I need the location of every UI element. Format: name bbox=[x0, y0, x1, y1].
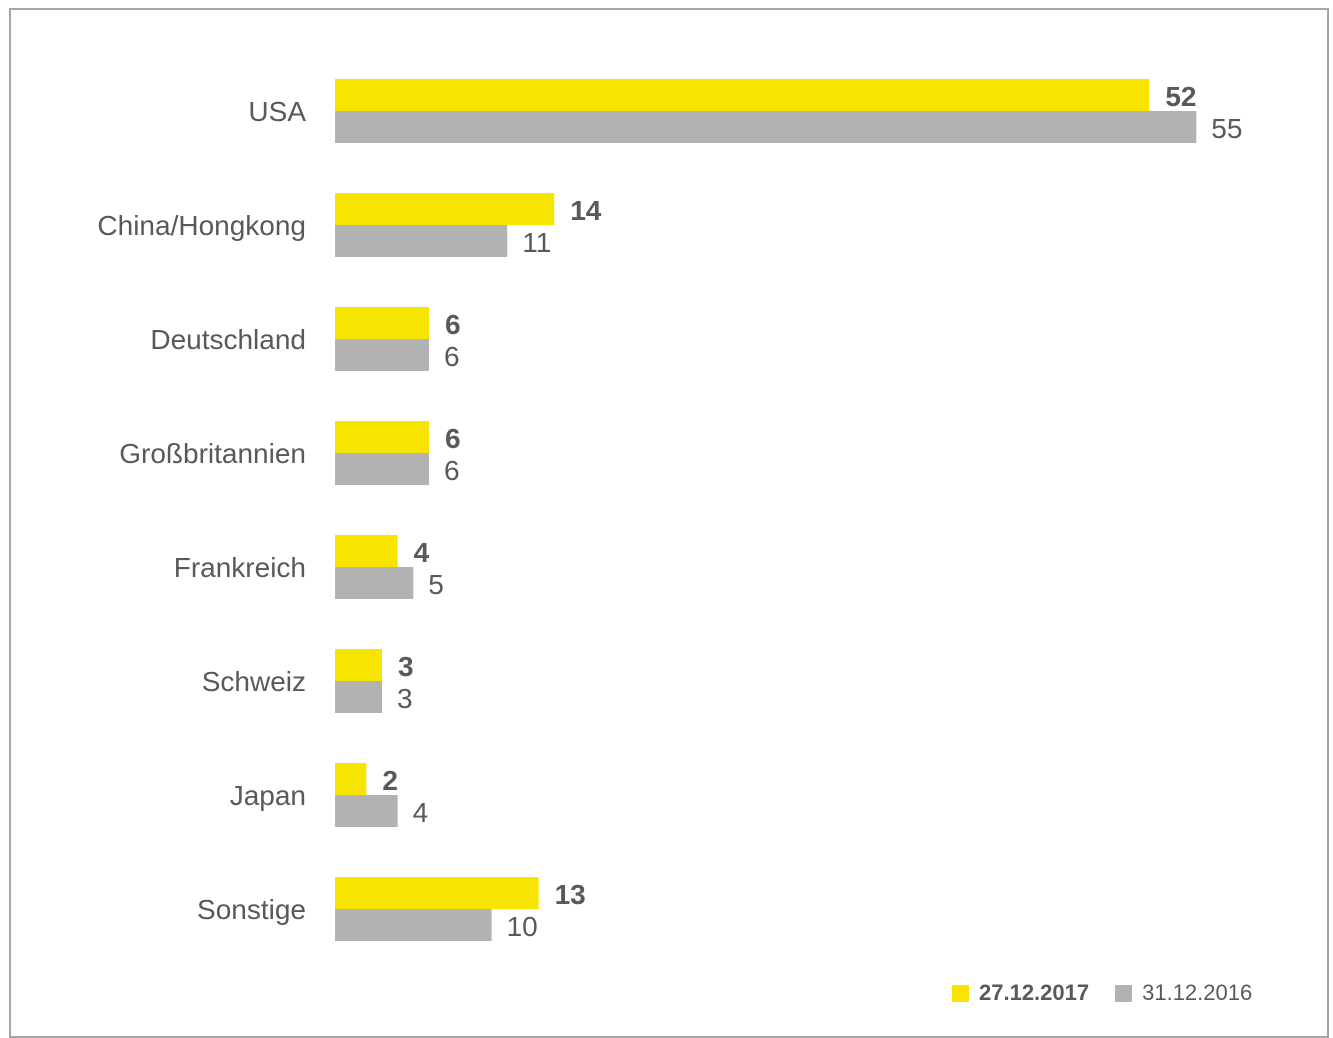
bar-deutschland-series-2 bbox=[335, 339, 429, 371]
bar-schweiz-series-1 bbox=[335, 649, 382, 681]
bar-schweiz-series-2 bbox=[335, 681, 382, 713]
bar-frankreich-series-1 bbox=[335, 535, 398, 567]
value-label-frankreich-series-2: 5 bbox=[428, 569, 444, 600]
value-label-sonstige-series-2: 10 bbox=[507, 911, 538, 942]
category-label-sonstige: Sonstige bbox=[197, 894, 306, 925]
bar-sonstige-series-1 bbox=[335, 877, 539, 909]
value-label-gro-britannien-series-1: 6 bbox=[445, 423, 461, 454]
bar-usa-series-1 bbox=[335, 79, 1150, 111]
value-label-schweiz-series-2: 3 bbox=[397, 683, 413, 714]
legend-swatch-series-1 bbox=[952, 984, 969, 1002]
value-label-frankreich-series-1: 4 bbox=[414, 537, 430, 568]
bar-gro-britannien-series-2 bbox=[335, 453, 429, 485]
bar-china-hongkong-series-2 bbox=[335, 225, 508, 257]
bar-sonstige-series-2 bbox=[335, 909, 492, 941]
bar-gro-britannien-series-1 bbox=[335, 421, 429, 453]
legend-label-series-1: 27.12.2017 bbox=[979, 980, 1090, 1005]
category-label-frankreich: Frankreich bbox=[174, 552, 306, 583]
legend-label-series-2: 31.12.2016 bbox=[1142, 980, 1253, 1005]
value-label-china-hongkong-series-1: 14 bbox=[570, 195, 602, 226]
bar-frankreich-series-2 bbox=[335, 567, 414, 599]
legend: 27.12.2017 31.12.2016 bbox=[952, 980, 1252, 1006]
bar-japan-series-1 bbox=[335, 763, 367, 795]
value-label-deutschland-series-1: 6 bbox=[445, 309, 461, 340]
legend-item-series-2: 31.12.2016 bbox=[1115, 980, 1252, 1006]
bar-china-hongkong-series-1 bbox=[335, 193, 555, 225]
legend-swatch-series-2 bbox=[1115, 984, 1133, 1002]
category-label-deutschland: Deutschland bbox=[150, 324, 306, 355]
category-label-gro-britannien: Großbritannien bbox=[119, 438, 306, 469]
value-label-china-hongkong-series-2: 11 bbox=[522, 227, 551, 258]
legend-item-series-1: 27.12.2017 bbox=[952, 980, 1089, 1006]
value-label-usa-series-2: 55 bbox=[1211, 113, 1242, 144]
value-label-gro-britannien-series-2: 6 bbox=[444, 455, 460, 486]
category-label-japan: Japan bbox=[230, 780, 306, 811]
bar-japan-series-2 bbox=[335, 795, 398, 827]
value-label-japan-series-2: 4 bbox=[413, 797, 429, 828]
value-label-schweiz-series-1: 3 bbox=[398, 651, 414, 682]
value-label-sonstige-series-1: 13 bbox=[555, 879, 586, 910]
value-label-usa-series-1: 52 bbox=[1165, 81, 1196, 112]
value-label-japan-series-1: 2 bbox=[382, 765, 398, 796]
category-label-schweiz: Schweiz bbox=[202, 666, 306, 697]
bar-deutschland-series-1 bbox=[335, 307, 429, 339]
value-label-deutschland-series-2: 6 bbox=[444, 341, 460, 372]
bar-usa-series-2 bbox=[335, 111, 1197, 143]
category-label-china-hongkong: China/Hongkong bbox=[97, 210, 306, 241]
category-label-usa: USA bbox=[248, 96, 306, 127]
